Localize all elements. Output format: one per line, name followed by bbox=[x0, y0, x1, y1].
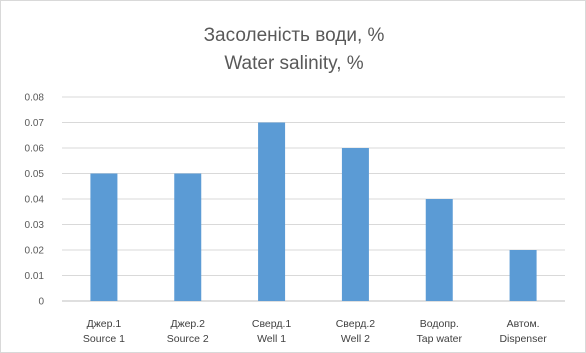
x-tick-label: Сверд.2 bbox=[336, 318, 376, 330]
y-tick-label: 0.05 bbox=[25, 169, 45, 180]
chart-subtitle: Water salinity, % bbox=[224, 53, 364, 74]
bar bbox=[258, 122, 286, 301]
bar bbox=[341, 148, 369, 301]
y-tick-label: 0.06 bbox=[25, 144, 45, 155]
bar bbox=[509, 250, 537, 301]
x-tick-label: Автом. bbox=[507, 318, 540, 330]
y-tick-label: 0.08 bbox=[25, 93, 45, 104]
x-tick-label: Водопр. bbox=[420, 318, 459, 330]
y-tick-label: 0.07 bbox=[25, 118, 45, 129]
y-tick-label: 0.01 bbox=[25, 271, 45, 282]
bar bbox=[174, 173, 202, 301]
x-tick-label-en: Source 2 bbox=[167, 333, 209, 345]
bar bbox=[90, 173, 118, 301]
x-tick-label-en: Dispenser bbox=[499, 333, 547, 345]
x-tick-label: Сверд.1 bbox=[252, 318, 292, 330]
bar bbox=[425, 199, 453, 301]
chart-title: Засоленість води, % bbox=[203, 25, 385, 46]
x-tick-label-en: Well 1 bbox=[257, 333, 286, 345]
x-tick-label: Джер.1 bbox=[87, 318, 122, 330]
x-tick-label: Джер.2 bbox=[170, 318, 205, 330]
y-tick-label: 0.03 bbox=[25, 220, 45, 231]
x-tick-label-en: Tap water bbox=[416, 333, 462, 345]
x-tick-label-en: Source 1 bbox=[83, 333, 125, 345]
y-tick-label: 0.02 bbox=[25, 246, 45, 257]
y-tick-label: 0 bbox=[38, 297, 44, 308]
y-tick-label: 0.04 bbox=[25, 195, 45, 206]
x-tick-label-en: Well 2 bbox=[341, 333, 370, 345]
